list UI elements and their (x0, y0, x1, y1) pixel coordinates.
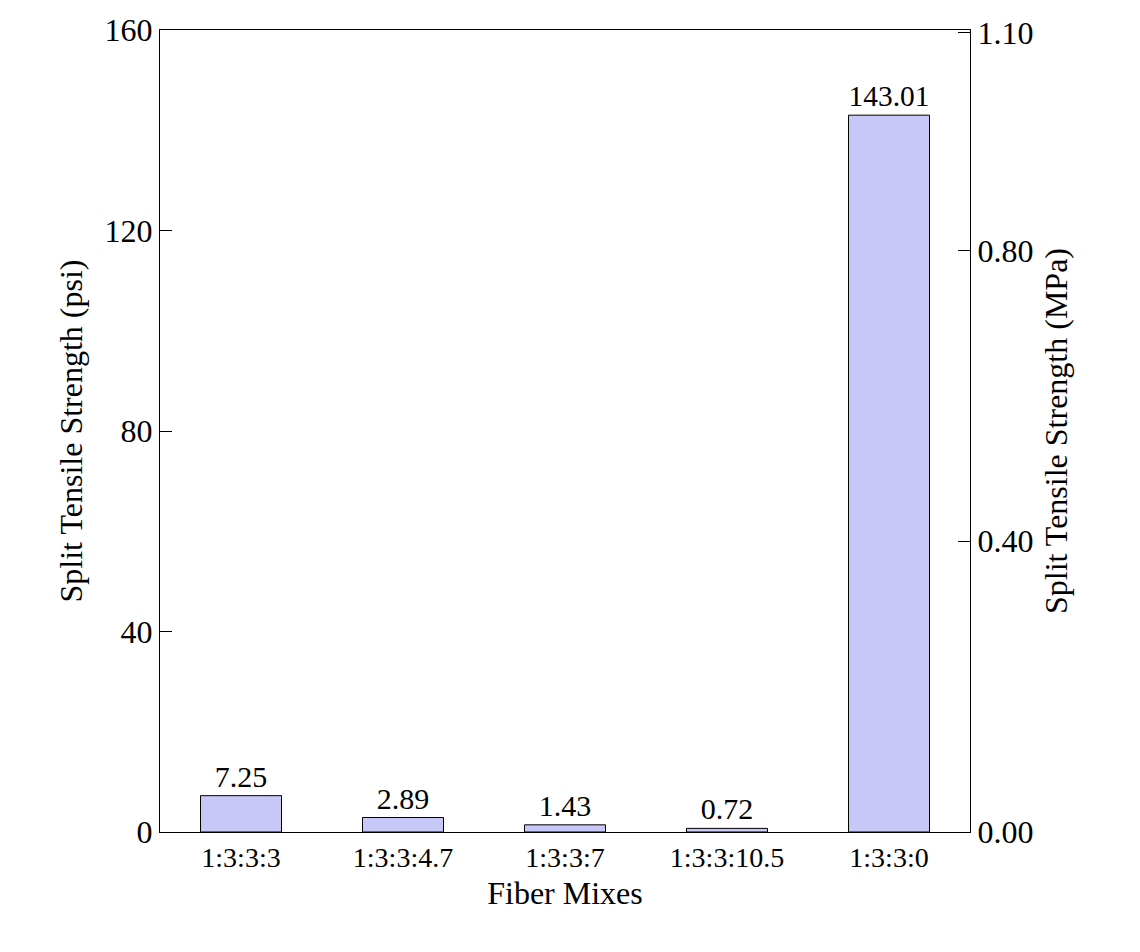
svg-text:40: 40 (121, 614, 153, 650)
svg-text:0.40: 0.40 (977, 523, 1033, 559)
svg-text:Fiber Mixes: Fiber Mixes (487, 875, 643, 911)
svg-text:1:3:3:4.7: 1:3:3:4.7 (353, 842, 453, 873)
svg-text:80: 80 (121, 413, 153, 449)
svg-text:2.89: 2.89 (377, 782, 430, 815)
svg-text:1:3:3:0: 1:3:3:0 (849, 842, 928, 873)
svg-text:0.00: 0.00 (977, 814, 1033, 850)
svg-text:143.01: 143.01 (849, 80, 930, 112)
svg-text:0.72: 0.72 (701, 792, 754, 825)
svg-text:120: 120 (105, 213, 153, 249)
svg-text:1:3:3:10.5: 1:3:3:10.5 (670, 842, 784, 873)
svg-text:0: 0 (137, 814, 153, 850)
svg-text:1:3:3:3: 1:3:3:3 (201, 842, 280, 873)
svg-text:160: 160 (105, 12, 153, 48)
svg-text:1.43: 1.43 (539, 789, 592, 822)
svg-text:Split Tensile Strength (MPa): Split Tensile Strength (MPa) (1038, 248, 1074, 614)
svg-text:0.80: 0.80 (977, 233, 1033, 269)
svg-text:Split Tensile Strength (psi): Split Tensile Strength (psi) (53, 260, 89, 603)
svg-text:1.10: 1.10 (977, 15, 1033, 51)
svg-text:1:3:3:7: 1:3:3:7 (525, 842, 604, 873)
svg-text:7.25: 7.25 (215, 760, 268, 793)
